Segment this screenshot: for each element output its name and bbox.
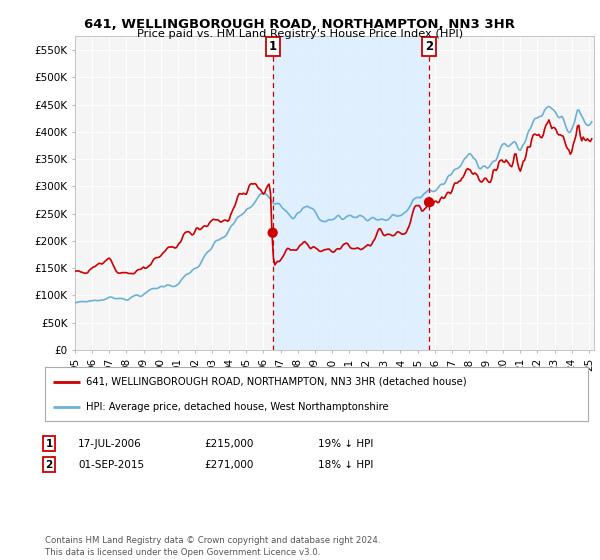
Text: Price paid vs. HM Land Registry's House Price Index (HPI): Price paid vs. HM Land Registry's House …	[137, 29, 463, 39]
Text: 641, WELLINGBOROUGH ROAD, NORTHAMPTON, NN3 3HR: 641, WELLINGBOROUGH ROAD, NORTHAMPTON, N…	[85, 18, 515, 31]
Point	[424, 198, 434, 207]
Text: 2: 2	[425, 40, 433, 53]
Text: 641, WELLINGBOROUGH ROAD, NORTHAMPTON, NN3 3HR (detached house): 641, WELLINGBOROUGH ROAD, NORTHAMPTON, N…	[86, 377, 466, 387]
Text: Contains HM Land Registry data © Crown copyright and database right 2024.
This d: Contains HM Land Registry data © Crown c…	[45, 536, 380, 557]
Text: 1: 1	[269, 40, 277, 53]
Text: 1: 1	[46, 438, 53, 449]
Text: 19% ↓ HPI: 19% ↓ HPI	[318, 438, 373, 449]
Text: 01-SEP-2015: 01-SEP-2015	[78, 460, 144, 470]
Bar	[272, 36, 429, 350]
Text: 2: 2	[46, 460, 53, 470]
Point	[268, 228, 277, 237]
Text: 18% ↓ HPI: 18% ↓ HPI	[318, 460, 373, 470]
Text: £215,000: £215,000	[204, 438, 253, 449]
Text: 17-JUL-2006: 17-JUL-2006	[78, 438, 142, 449]
Text: £271,000: £271,000	[204, 460, 253, 470]
Text: HPI: Average price, detached house, West Northamptonshire: HPI: Average price, detached house, West…	[86, 402, 388, 412]
